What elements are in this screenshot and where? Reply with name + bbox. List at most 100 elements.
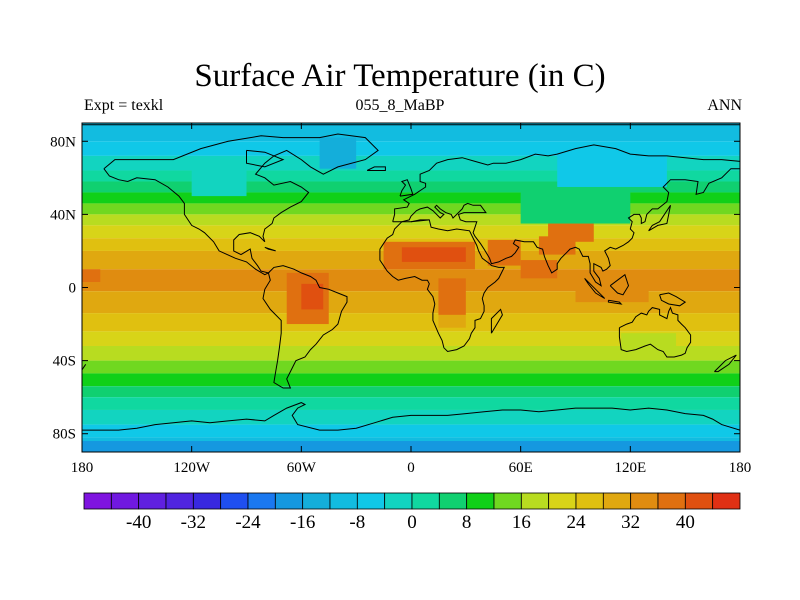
coastline [618,306,692,358]
colorbar-swatch [192,492,222,510]
x-tick-label: 0 [407,460,415,476]
map-axes: 180 120W 60W 0 60E 120E 180 80N 40N 0 40S 80S [50,123,751,476]
field-patch-siberia [557,150,667,187]
x-tick-label: 60W [287,460,317,476]
y-tick-label: 80S [53,427,76,443]
field-band [82,214,740,226]
field-patch-central-africa [438,278,466,315]
field-band [82,170,740,182]
colorbar-swatch [630,492,659,510]
field-band [82,424,740,438]
coastline [379,219,506,353]
colorbar-swatch [220,492,249,510]
field-patch-tibet-north [548,223,594,242]
map-title: Surface Air Temperature (in C) [194,58,606,94]
colorbar-swatch [165,492,194,510]
colorbar-label: 16 [512,512,531,533]
colorbar-label: 32 [621,512,640,533]
colorbar-label: -32 [181,512,206,533]
coastline [609,273,630,296]
colorbar-label: 40 [676,512,695,533]
x-tick-label: 180 [71,460,94,476]
coastline [410,219,430,223]
colorbar-swatch [110,492,140,510]
x-tick-label: 180 [729,460,752,476]
field-band [82,331,740,346]
field-band [82,360,740,374]
period-label: 055_8_MaBP [355,97,445,114]
coastline [584,278,606,299]
coastline [399,179,414,197]
coastline [366,166,386,171]
colorbar-swatch [329,492,358,510]
field-band [82,345,740,361]
coastline [246,149,285,168]
colorbar-label: 24 [567,512,587,533]
colorbar-swatch [411,492,440,510]
colorbar-swatch [712,492,741,510]
y-tick-label: 40S [53,354,76,370]
field-patch-india [520,260,558,279]
colorbar-swatch [466,492,495,510]
colorbar-label: 0 [407,512,417,533]
colorbar-label: 8 [462,512,472,533]
colorbar-swatch [520,492,550,510]
colorbar-swatch [247,492,276,510]
field-patch-pacific-warm-pool [82,269,101,283]
colorbar-label: -8 [349,512,365,533]
coastline [648,205,671,232]
coastline [392,144,740,222]
x-tick-label: 120W [173,460,211,476]
coastline [392,168,740,287]
colorbar-swatch [575,492,604,510]
temperature-field [82,123,740,452]
colorbar-swatch [602,492,632,510]
colorbar-swatch [356,492,386,510]
field-band [82,373,740,387]
field-patch-australia [621,333,677,352]
coastline [82,402,740,431]
field-patch-south-america-interior [301,283,324,310]
field-band [82,409,740,425]
colorbar: -40 -32 -24 -16 -8 0 8 16 24 32 40 [83,492,741,533]
field-patch-southern-africa [438,314,466,328]
x-tick-label: 120E [614,460,646,476]
colorbar-swatch [83,492,112,510]
field-patch-sahara-core [401,247,466,262]
field-band [82,397,740,410]
field-band [82,386,740,398]
field-band [82,192,740,204]
coastline [714,354,737,373]
field-patch-eurasia-interior [520,186,631,224]
colorbar-swatch [138,492,167,510]
field-patch-north-america-interior [191,159,247,197]
coastline [103,133,379,276]
colorbar-swatch [384,492,413,510]
colorbar-swatch [493,492,522,510]
y-tick-label: 0 [69,281,77,297]
coastline [82,364,87,371]
colorbar-label: -24 [235,512,261,533]
colorbar-swatch [548,492,577,510]
field-band [82,203,740,215]
field-band [82,123,740,142]
colorbar-swatch [657,492,686,510]
x-tick-label: 60E [509,460,533,476]
coastline [264,246,276,252]
season-label: ANN [707,97,742,114]
field-patch-greenland [319,137,357,169]
colorbar-label: -16 [290,512,315,533]
colorbar-label: -40 [126,512,151,533]
coastline [607,299,623,305]
coastline [490,308,503,334]
field-band [82,181,740,193]
y-tick-label: 80N [50,134,76,150]
colorbar-swatch [438,492,468,510]
experiment-label: Expt = texkl [84,97,164,114]
coastline [659,292,687,307]
colorbar-swatch [302,492,331,510]
field-band [82,313,740,332]
colorbar-swatch [274,492,304,510]
field-band [82,225,740,239]
